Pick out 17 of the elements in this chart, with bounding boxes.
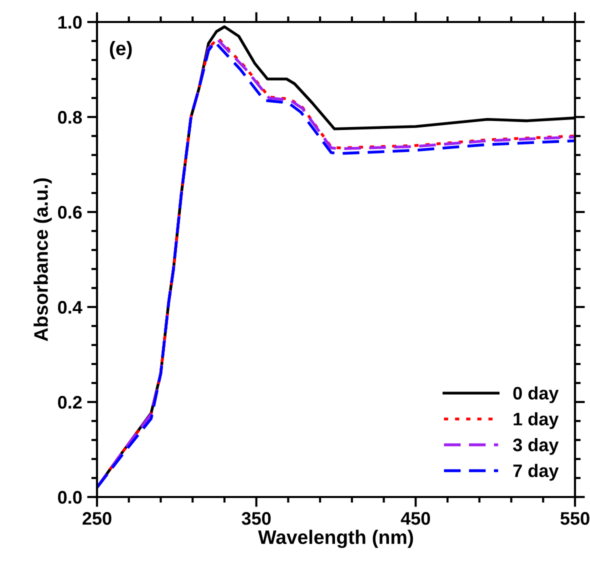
y-tick-label: 0.4 — [58, 300, 82, 314]
legend-label: 0 day — [513, 386, 559, 404]
x-axis-title: Wavelength (nm) — [258, 530, 413, 548]
legend-label: 1 day — [514, 412, 559, 430]
annotation: (e) — [110, 41, 132, 60]
x-tick-label: 350 — [242, 512, 271, 525]
legend-label: 3 day — [513, 438, 559, 455]
x-tick-label: 550 — [560, 512, 590, 525]
x-tick-label: 250 — [82, 512, 112, 525]
y-tick-label: 0.6 — [58, 206, 82, 219]
x-tick-label: 450 — [400, 512, 430, 525]
y-tick-label: 0.0 — [58, 490, 82, 504]
y-tick-label: 0.2 — [58, 396, 82, 409]
y-tick-label: 0.8 — [58, 110, 82, 124]
y-axis-title: Absorbance (a.u.) — [34, 178, 52, 342]
legend-label: 7 day — [513, 464, 559, 481]
y-tick-label: 1.0 — [58, 16, 82, 29]
